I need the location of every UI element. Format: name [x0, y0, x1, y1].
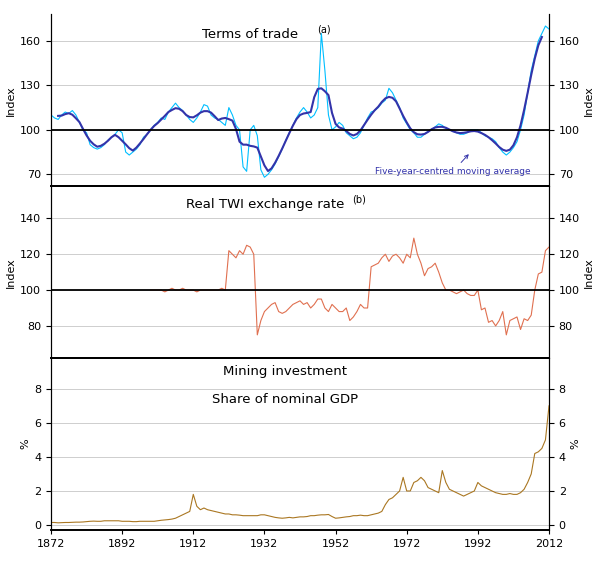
Text: Real TWI exchange rate: Real TWI exchange rate	[186, 198, 344, 211]
Text: (b): (b)	[352, 195, 366, 205]
Y-axis label: %: %	[20, 439, 30, 450]
Y-axis label: Index: Index	[6, 85, 16, 116]
Text: Five-year-centred moving average: Five-year-centred moving average	[374, 155, 530, 176]
Text: (a): (a)	[317, 24, 331, 35]
Text: Mining investment: Mining investment	[223, 365, 347, 378]
Text: Terms of trade: Terms of trade	[202, 28, 298, 41]
Y-axis label: Index: Index	[584, 257, 594, 287]
Y-axis label: Index: Index	[584, 85, 594, 116]
Y-axis label: %: %	[570, 439, 580, 450]
Text: Share of nominal GDP: Share of nominal GDP	[212, 392, 358, 405]
Y-axis label: Index: Index	[6, 257, 16, 287]
